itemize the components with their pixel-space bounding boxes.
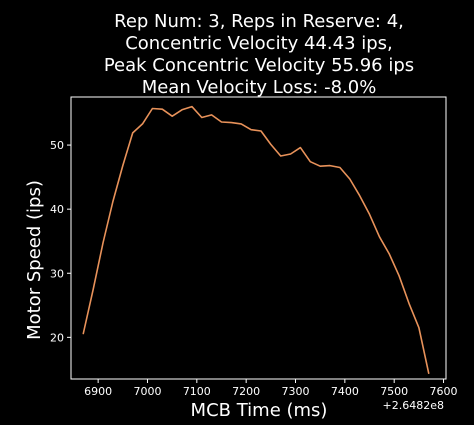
axes — [70, 96, 447, 380]
x-axis-ticks: 6900 7000 7100 7200 7300 7400 7500 7600 — [84, 379, 458, 398]
x-axis-label: MCB Time (ms) — [191, 400, 328, 421]
x-tick-label: 7600 — [430, 385, 458, 398]
y-tick-label: 20 — [50, 331, 64, 344]
x-axis-offset-label: +2.6482e8 — [383, 399, 444, 412]
x-tick-label: 7100 — [183, 385, 211, 398]
x-tick-label: 7000 — [133, 385, 161, 398]
chart-title-line: Rep Num: 3, Reps in Reserve: 4, — [114, 11, 404, 32]
plot-frame — [70, 96, 447, 380]
series — [82, 105, 430, 375]
y-axis-ticks: 20 30 40 50 — [50, 139, 71, 344]
chart-title-line: Mean Velocity Loss: -8.0% — [142, 77, 377, 98]
y-axis-label: Motor Speed (ips) — [24, 180, 45, 340]
y-tick-label: 50 — [50, 139, 64, 152]
chart-title-line: Peak Concentric Velocity 55.96 ips — [104, 55, 414, 76]
series-line — [82, 105, 430, 375]
chart-title-line: Concentric Velocity 44.43 ips, — [125, 33, 393, 54]
x-tick-label: 7500 — [380, 385, 408, 398]
y-tick-label: 40 — [50, 203, 64, 216]
x-tick-label: 7200 — [232, 385, 260, 398]
y-tick-label: 30 — [50, 267, 64, 280]
chart-title: Rep Num: 3, Reps in Reserve: 4,Concentri… — [104, 11, 414, 98]
x-tick-label: 7400 — [331, 385, 359, 398]
x-tick-label: 7300 — [282, 385, 310, 398]
x-tick-label: 6900 — [84, 385, 112, 398]
